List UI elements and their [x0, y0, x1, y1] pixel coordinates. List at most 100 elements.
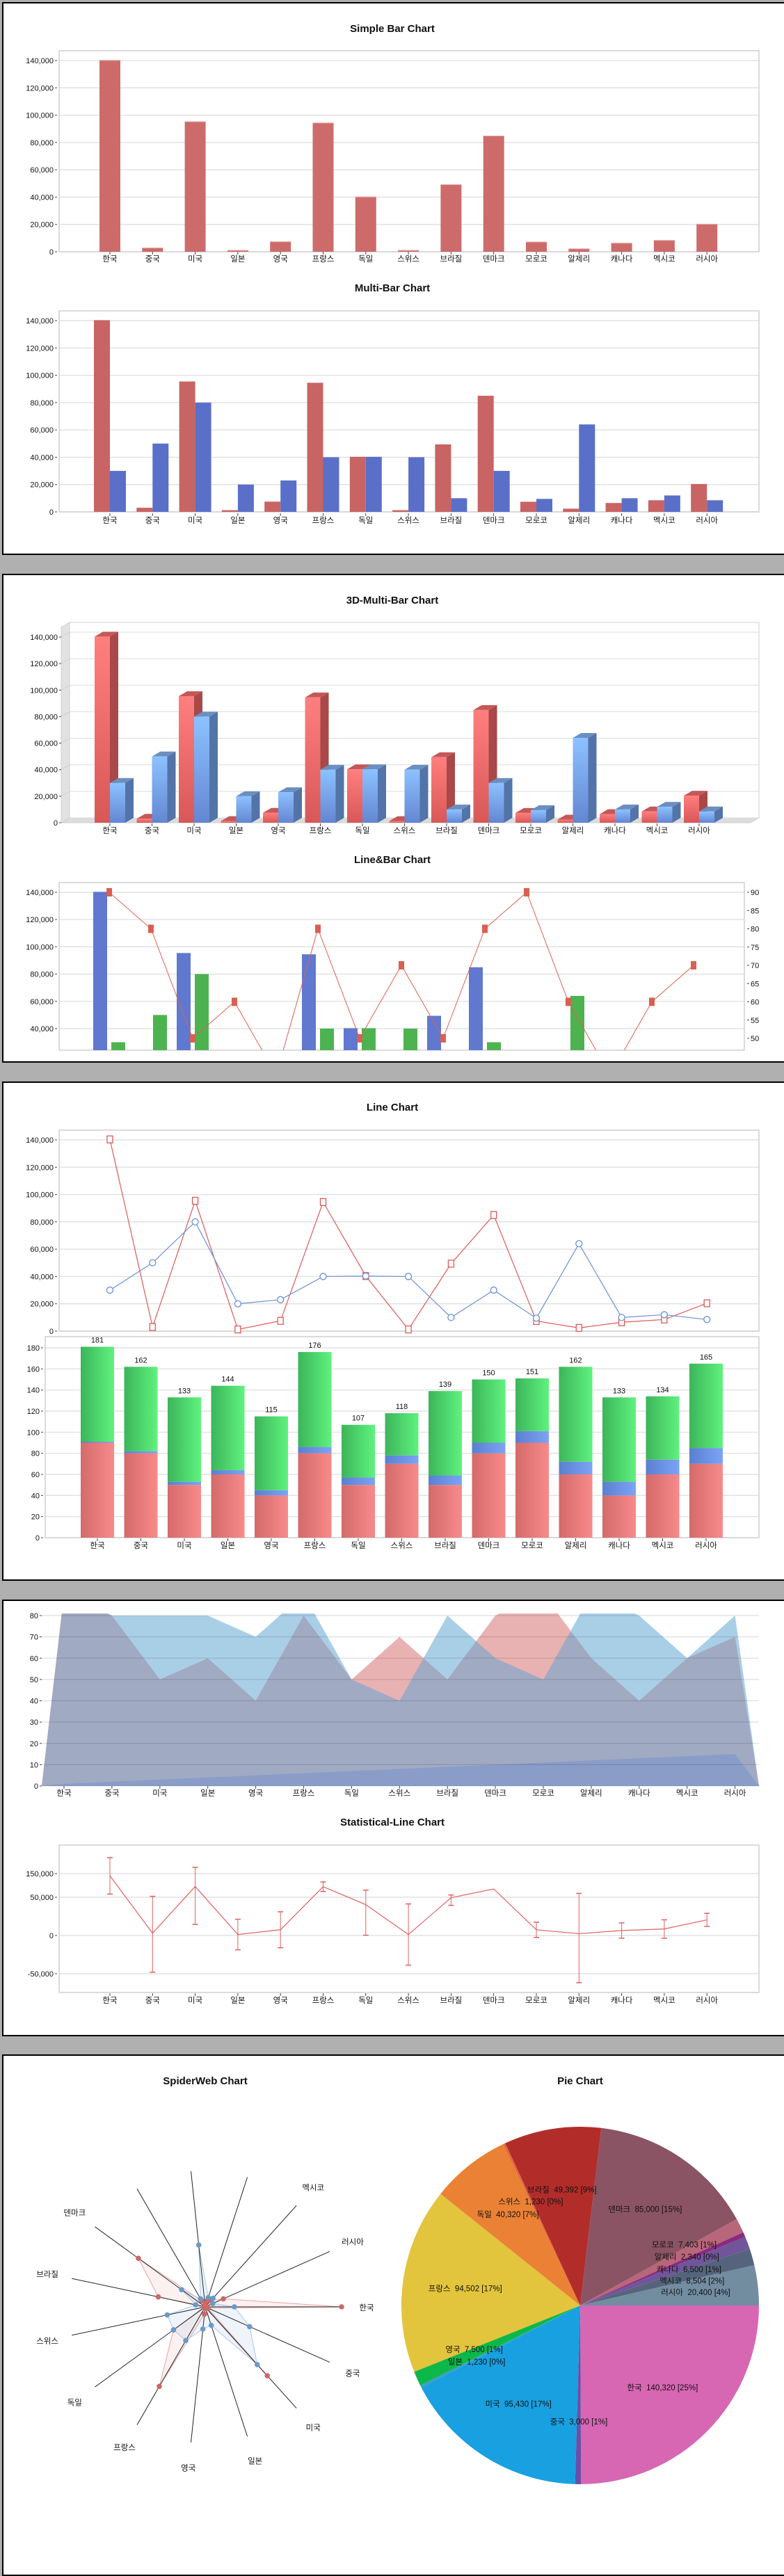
- y-tick-label: 40,000: [30, 1025, 54, 1033]
- line-chart: 0 20,000 40,000 60,000 80,000 100,000 120,000 1…: [26, 1129, 760, 1336]
- line-marker: [482, 924, 488, 933]
- gridline: [61, 817, 70, 823]
- x-tick-label: 알제리: [568, 254, 590, 264]
- bar-front: [136, 819, 152, 823]
- x-tick-label: 캐나다: [608, 1541, 630, 1550]
- x-tick-label: 영국: [264, 1541, 278, 1550]
- x-tick-label: 스위스: [397, 255, 419, 264]
- bar: [362, 1028, 376, 1050]
- bar: [664, 495, 680, 512]
- bar-3d: [95, 631, 118, 823]
- x-tick-label: 독일: [358, 1995, 373, 2005]
- y-tick-label: 100,000: [26, 372, 54, 380]
- bar: [477, 396, 494, 512]
- axis-label: 영국: [181, 2464, 195, 2473]
- y-axis: -50,000 0 50,000 150,000: [26, 1870, 759, 1979]
- bar: [435, 444, 451, 512]
- x-tick-label: 중국: [145, 255, 160, 264]
- radar-point: [179, 2287, 184, 2293]
- bar-front: [95, 636, 110, 823]
- bar-segment: [298, 1352, 332, 1447]
- bar-segment: [124, 1453, 158, 1538]
- bar: [451, 498, 467, 512]
- square-marker: [234, 1325, 241, 1334]
- bar-segment: [559, 1367, 593, 1462]
- bar: [270, 241, 291, 252]
- stacked-bar: 107: [342, 1415, 375, 1538]
- x-tick-label: 중국: [145, 517, 160, 525]
- pie-label: 중국 3,000 [1%]: [550, 2418, 608, 2426]
- bar: [526, 241, 547, 252]
- bar-side: [251, 791, 260, 823]
- radar-point: [264, 2373, 270, 2378]
- radar-point: [247, 2324, 253, 2330]
- axis-label: 미국: [306, 2423, 321, 2432]
- bar: [605, 503, 622, 512]
- total-label: 118: [396, 1403, 408, 1411]
- bar-front: [600, 814, 615, 823]
- radar-point: [183, 2337, 189, 2344]
- circle-marker: [575, 1240, 583, 1248]
- pie-slice: [414, 2305, 580, 2385]
- x-tick-label: 모로코: [520, 827, 542, 835]
- pie-label: 덴마크 85,000 [15%]: [608, 2205, 682, 2214]
- x-tick-label: 러시아: [696, 1996, 718, 2005]
- bar-front: [320, 769, 336, 823]
- bar: [653, 240, 675, 252]
- radar-axis: [95, 2226, 206, 2308]
- bar-3d: [152, 751, 176, 823]
- x-tick-label: 중국: [145, 827, 159, 835]
- pie-label: 일본 1,230 [0%]: [448, 2357, 506, 2367]
- y-tick-label: 120,000: [26, 916, 54, 924]
- series-line: [109, 1139, 707, 1330]
- radar-axis: [205, 2306, 248, 2437]
- bar-front: [236, 796, 252, 823]
- radar-axis: [136, 2306, 206, 2425]
- bar-segment: [515, 1442, 549, 1538]
- bar-segment: [298, 1447, 332, 1454]
- bar-top: [347, 764, 371, 770]
- radar-point: [157, 2383, 162, 2390]
- y-axis: 0 20,000 40,000 60,000 80,000 100,000 120,000 1…: [26, 57, 759, 257]
- radar-point: [200, 2326, 206, 2332]
- x-tick-label: 한국: [102, 1996, 117, 2005]
- radar-point: [210, 2295, 216, 2301]
- x-tick-label: 브라질: [440, 516, 463, 525]
- pie-slice: [580, 2248, 755, 2305]
- pie-label: 알제리 2,340 [0%]: [655, 2252, 719, 2262]
- radar-axis: [205, 2306, 297, 2408]
- bar-front: [179, 696, 194, 823]
- pie-label: 모로코 7,403 [1%]: [652, 2241, 717, 2250]
- x-tick-label: 영국: [273, 516, 288, 525]
- bar-front: [404, 769, 420, 823]
- bar-3d: [320, 764, 344, 823]
- multi-bar-chart: 0 20,000 40,000 60,000 80,000 100,000 120,000 1…: [26, 310, 760, 525]
- bar: [323, 457, 339, 512]
- x-tick-label: 미국: [188, 255, 202, 264]
- x-tick-label: 모로코: [525, 1997, 547, 2005]
- bar-segment: [429, 1485, 462, 1538]
- error-bar: [704, 1913, 710, 1927]
- circle-marker: [362, 1272, 369, 1280]
- bar-3d: [615, 804, 639, 823]
- bar-segment: [342, 1485, 375, 1538]
- axis-label: 덴마크: [63, 2209, 86, 2218]
- bar-top: [362, 764, 386, 770]
- x-tick-label: 독일: [358, 254, 373, 264]
- y-axis: 40,000 60,000 80,000 100,000 120,000 140,000: [26, 889, 744, 1033]
- bar-side: [546, 805, 554, 823]
- axis-label: 러시아: [342, 2238, 364, 2247]
- total-label: 107: [352, 1415, 365, 1423]
- y-tick-label: 60,000: [30, 166, 54, 175]
- bar-segment: [255, 1416, 288, 1490]
- bar-front: [657, 807, 673, 823]
- bar-front: [347, 769, 362, 823]
- x-tick-label: 한국: [56, 1789, 71, 1798]
- 3d-multi-bar-chart: 0 20,000 40,000 60,000 80,000 100,000 120,000 1…: [30, 622, 760, 835]
- pie-slice: [401, 2193, 580, 2372]
- bar-segment: [168, 1485, 201, 1538]
- y-tick-label: 40: [31, 1492, 40, 1500]
- stacked-bar: 118: [385, 1403, 419, 1538]
- y-tick-label: 140,000: [26, 1136, 54, 1145]
- bar-front: [263, 812, 278, 823]
